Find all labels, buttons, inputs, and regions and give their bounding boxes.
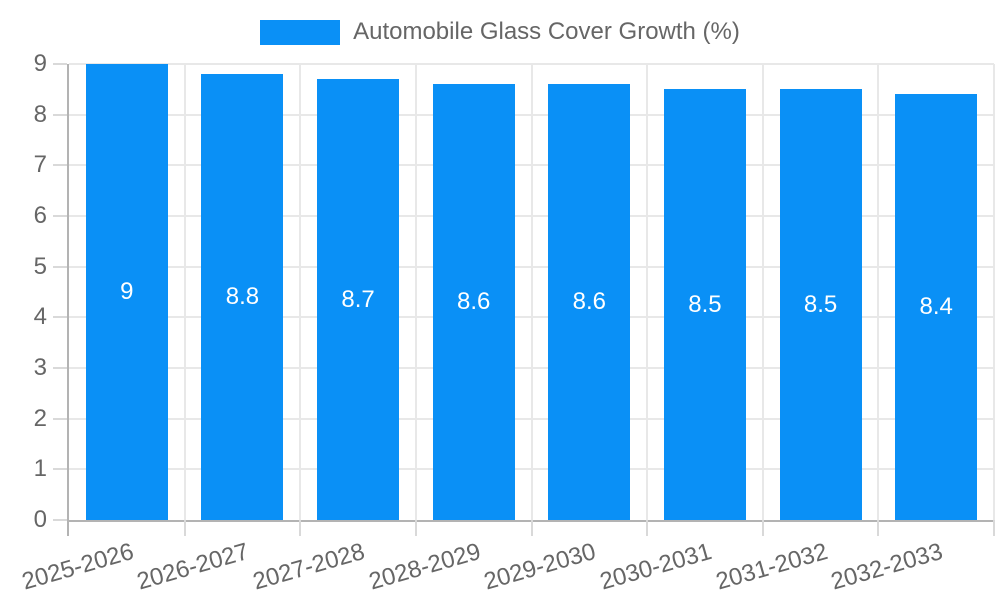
bar-value-label: 8.8 — [225, 283, 260, 311]
y-tick-label: 3 — [33, 354, 47, 381]
v-gridline — [183, 64, 186, 520]
bar-value-label: 8.7 — [341, 285, 375, 313]
bar[interactable] — [432, 84, 515, 520]
v-gridline — [646, 64, 649, 520]
x-tick-mark — [761, 520, 764, 536]
bar-value-label: 8.4 — [919, 293, 953, 321]
bar-value-label: 8.6 — [457, 288, 491, 316]
legend-label: Automobile Glass Cover Growth (%) — [353, 18, 740, 45]
bar-value-label: 8.5 — [688, 290, 722, 318]
bar[interactable] — [85, 64, 168, 520]
y-tick-label: 0 — [33, 506, 47, 533]
y-tick-label: 9 — [33, 50, 47, 77]
x-tick-mark — [414, 520, 417, 536]
v-gridline — [993, 64, 995, 520]
bar[interactable] — [779, 89, 862, 520]
plot-area: 0 1 2 3 4 5 6 7 8 9 9 2025-2026 8.8 2026-2027 8.7 2027-… — [19, 50, 995, 596]
bar[interactable] — [317, 79, 400, 520]
y-tick-label: 4 — [33, 303, 47, 331]
legend-swatch — [260, 19, 341, 45]
y-tick-mark — [53, 113, 67, 116]
bar-value-label: 8.5 — [803, 290, 838, 318]
v-gridline — [530, 64, 533, 520]
bar-value-label: 9 — [120, 278, 134, 305]
bar[interactable] — [663, 89, 746, 520]
v-gridline — [877, 64, 880, 520]
y-tick-label: 7 — [33, 151, 47, 179]
bar[interactable] — [548, 84, 631, 520]
y-tick-mark — [53, 417, 67, 420]
y-tick-mark — [53, 63, 67, 65]
y-tick-label: 5 — [33, 252, 47, 280]
v-gridline — [299, 64, 302, 520]
x-tick-mark — [646, 520, 649, 536]
x-tick-mark — [530, 520, 533, 536]
legend-item[interactable]: Automobile Glass Cover Growth (%) — [0, 18, 1000, 46]
x-tick-mark — [993, 520, 995, 536]
y-tick-label: 1 — [33, 455, 47, 483]
v-gridline — [761, 64, 764, 520]
y-tick-mark — [53, 316, 67, 319]
y-tick-mark — [53, 215, 67, 217]
bar[interactable] — [201, 74, 284, 520]
y-tick-mark — [53, 519, 67, 521]
x-tick-mark — [299, 520, 302, 536]
y-tick-label: 2 — [33, 404, 47, 432]
y-tick-mark — [53, 468, 67, 471]
x-tick-mark — [877, 520, 880, 536]
x-tick-mark — [183, 520, 186, 536]
y-tick-mark — [53, 164, 67, 167]
y-tick-label: 8 — [33, 100, 47, 128]
y-tick-label: 6 — [33, 202, 47, 229]
y-tick-mark — [53, 367, 67, 369]
y-axis-line — [67, 64, 69, 536]
bar[interactable] — [895, 94, 978, 520]
bar-value-label: 8.6 — [572, 288, 606, 316]
y-tick-mark — [53, 265, 67, 268]
v-gridline — [414, 64, 417, 520]
